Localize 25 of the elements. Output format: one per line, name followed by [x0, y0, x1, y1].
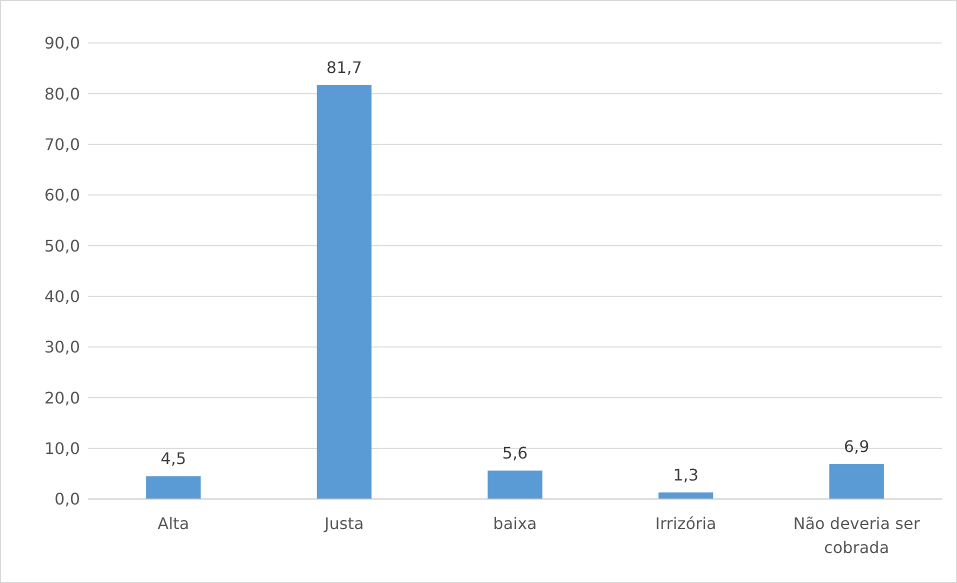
data-label: 1,3 — [673, 465, 699, 484]
bar — [146, 476, 201, 499]
x-tick-label: Alta — [158, 514, 190, 533]
data-label: 81,7 — [326, 58, 362, 78]
bar — [829, 464, 884, 499]
y-tick-label: 60,0 — [44, 186, 80, 205]
data-label: 6,9 — [844, 437, 870, 456]
bar — [316, 85, 372, 499]
x-tick-label: Não deveria ser cobrada — [793, 514, 920, 557]
y-tick-label: 0,0 — [54, 490, 80, 509]
x-tick-label: Irrizória — [655, 514, 716, 533]
y-tick-label: 50,0 — [44, 236, 80, 256]
data-label: 4,5 — [160, 449, 186, 468]
y-tick-label: 80,0 — [44, 84, 80, 104]
data-label: 5,6 — [502, 444, 528, 463]
x-tick-label: Justa — [324, 514, 364, 533]
y-tick-label: 30,0 — [44, 338, 80, 357]
bar — [488, 470, 542, 499]
y-tick-label: 10,0 — [44, 438, 80, 458]
bar — [658, 492, 714, 499]
y-tick-label: 40,0 — [44, 286, 80, 306]
y-tick-label: 90,0 — [44, 34, 80, 53]
y-tick-label: 70,0 — [44, 134, 80, 154]
y-tick-label: 20,0 — [44, 388, 80, 408]
x-tick-label: baixa — [493, 514, 537, 533]
